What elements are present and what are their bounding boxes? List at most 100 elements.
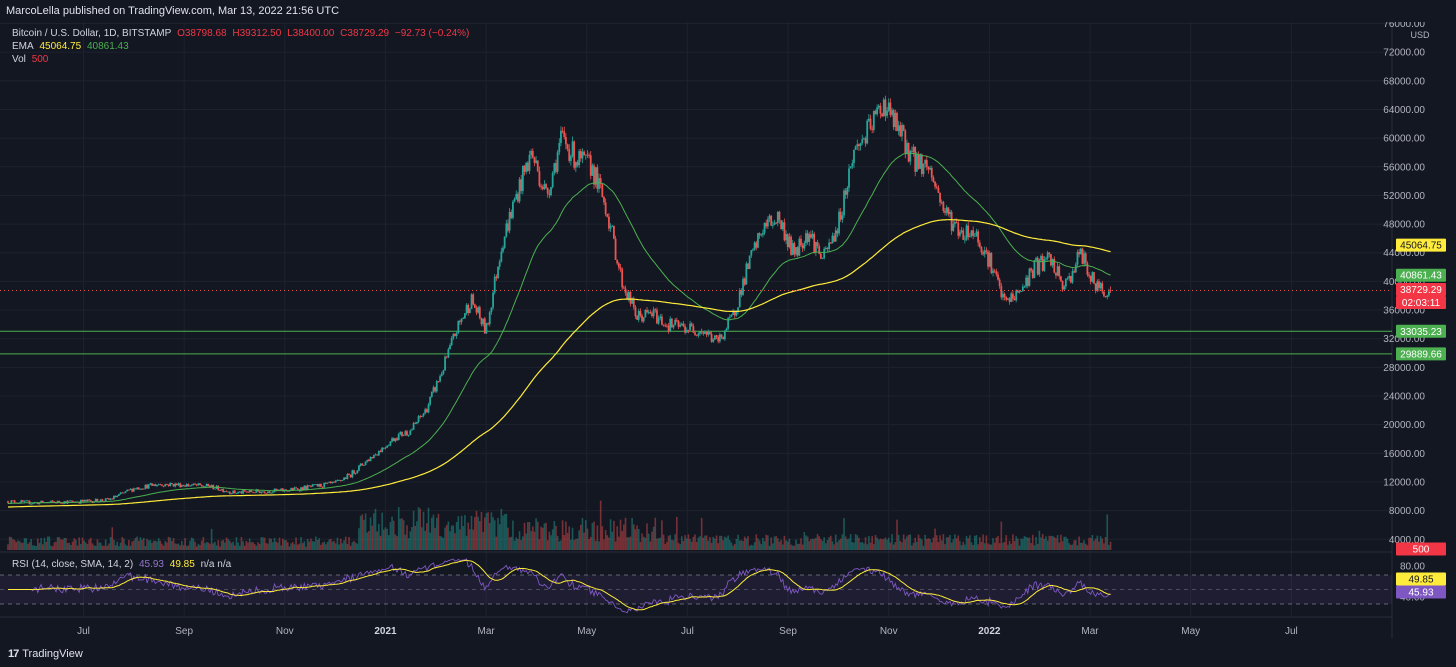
volume-bar <box>225 537 228 550</box>
candle-body <box>712 339 715 342</box>
volume-bar <box>500 508 503 550</box>
volume-bar <box>965 536 968 550</box>
volume-bar <box>70 545 72 550</box>
volume-bar <box>639 541 642 550</box>
volume-bar <box>541 527 544 550</box>
candle-body <box>1056 266 1059 276</box>
price-tick-label: 48000.00 <box>1383 220 1425 231</box>
candle-body <box>704 331 706 334</box>
volume-bar <box>296 544 299 550</box>
candle-body <box>977 231 980 243</box>
volume-bar <box>932 537 935 550</box>
volume-bar <box>955 538 958 550</box>
candle-body <box>424 409 427 414</box>
candle-body <box>551 172 554 188</box>
candle-body <box>656 310 658 324</box>
candle-body <box>367 459 370 462</box>
volume-bar <box>934 528 936 550</box>
candle-body <box>147 484 150 489</box>
ema-legend[interactable]: EMA 45064.75 40861.43 <box>12 41 132 52</box>
volume-bar <box>580 524 582 550</box>
volume-bar <box>214 541 216 550</box>
candle-body <box>315 484 317 486</box>
volume-bar <box>429 532 431 550</box>
volume-bar <box>993 542 996 550</box>
volume-bar <box>618 536 620 550</box>
volume-bar <box>589 536 592 550</box>
tradingview-brand[interactable]: 17 TradingView <box>8 648 83 660</box>
candle-body <box>775 222 778 224</box>
volume-bar <box>659 537 662 550</box>
volume-bar <box>700 518 703 550</box>
candle-body <box>957 222 960 236</box>
volume-bar <box>811 538 814 550</box>
candle-body <box>149 483 152 485</box>
candle-body <box>596 167 599 189</box>
volume-bar <box>270 538 273 550</box>
candle-body <box>374 454 377 456</box>
candle-body <box>1106 295 1109 297</box>
volume-bar <box>487 512 489 550</box>
candle-body <box>445 356 448 358</box>
volume-bar <box>497 517 499 550</box>
candle-body <box>828 242 831 249</box>
rsi-legend[interactable]: RSI (14, close, SMA, 14, 2) 45.93 49.85 … <box>12 559 234 570</box>
candle-body <box>207 483 210 486</box>
candle-body <box>758 233 761 236</box>
volume-bar <box>798 543 801 550</box>
volume-bar <box>909 534 912 550</box>
volume-bar <box>1073 540 1075 550</box>
candle-body <box>1030 268 1033 271</box>
volume-bar <box>358 528 360 550</box>
volume-bar <box>209 543 211 550</box>
candle-body <box>422 413 425 416</box>
candle-body <box>328 481 331 483</box>
price-badge: 33035.23 <box>1400 327 1442 338</box>
candle-body <box>694 332 696 335</box>
volume-bar <box>99 542 102 550</box>
volume-bar <box>983 543 986 550</box>
candle-body <box>379 450 382 453</box>
candle-body <box>541 187 544 190</box>
volume-bar <box>969 535 971 550</box>
candle-body <box>770 215 773 226</box>
symbol-legend[interactable]: Bitcoin / U.S. Dollar, 1D, BITSTAMP O387… <box>12 28 472 39</box>
volume-bar <box>286 542 289 550</box>
volume-bar <box>672 540 675 550</box>
volume-bar <box>25 538 28 550</box>
candle-body <box>560 130 562 143</box>
volume-bar <box>250 542 253 550</box>
candle-body <box>61 503 64 505</box>
volume-bar <box>995 537 998 550</box>
volume-bar <box>51 546 54 550</box>
candle-body <box>1101 283 1104 292</box>
volume-bar <box>94 545 97 550</box>
volume-bar <box>914 537 917 550</box>
volume-bar <box>339 538 342 550</box>
volume-bar <box>877 539 880 550</box>
volume-bar <box>507 527 509 550</box>
volume-bar <box>12 539 14 550</box>
volume-bar <box>642 536 645 550</box>
volume-bar <box>851 542 854 550</box>
volume-bar <box>977 544 979 550</box>
volume-bar <box>207 542 210 550</box>
volume-bar <box>202 537 205 550</box>
candle-body <box>460 318 463 322</box>
volume-bar <box>985 535 988 550</box>
candle-body <box>548 193 551 196</box>
volume-bar <box>997 536 999 550</box>
volume-bar <box>568 526 571 550</box>
price-tick-label: 16000.00 <box>1383 449 1425 460</box>
candle-body <box>197 483 200 486</box>
candle-body <box>555 163 557 172</box>
candle-body <box>324 482 327 484</box>
volume-bar <box>479 521 481 550</box>
volume-bar <box>596 525 599 550</box>
candle-body <box>500 251 503 262</box>
volume-bar <box>992 538 994 550</box>
volume-bar <box>944 544 946 550</box>
volume-bar <box>252 542 254 550</box>
volume-legend[interactable]: Vol 500 <box>12 54 51 65</box>
